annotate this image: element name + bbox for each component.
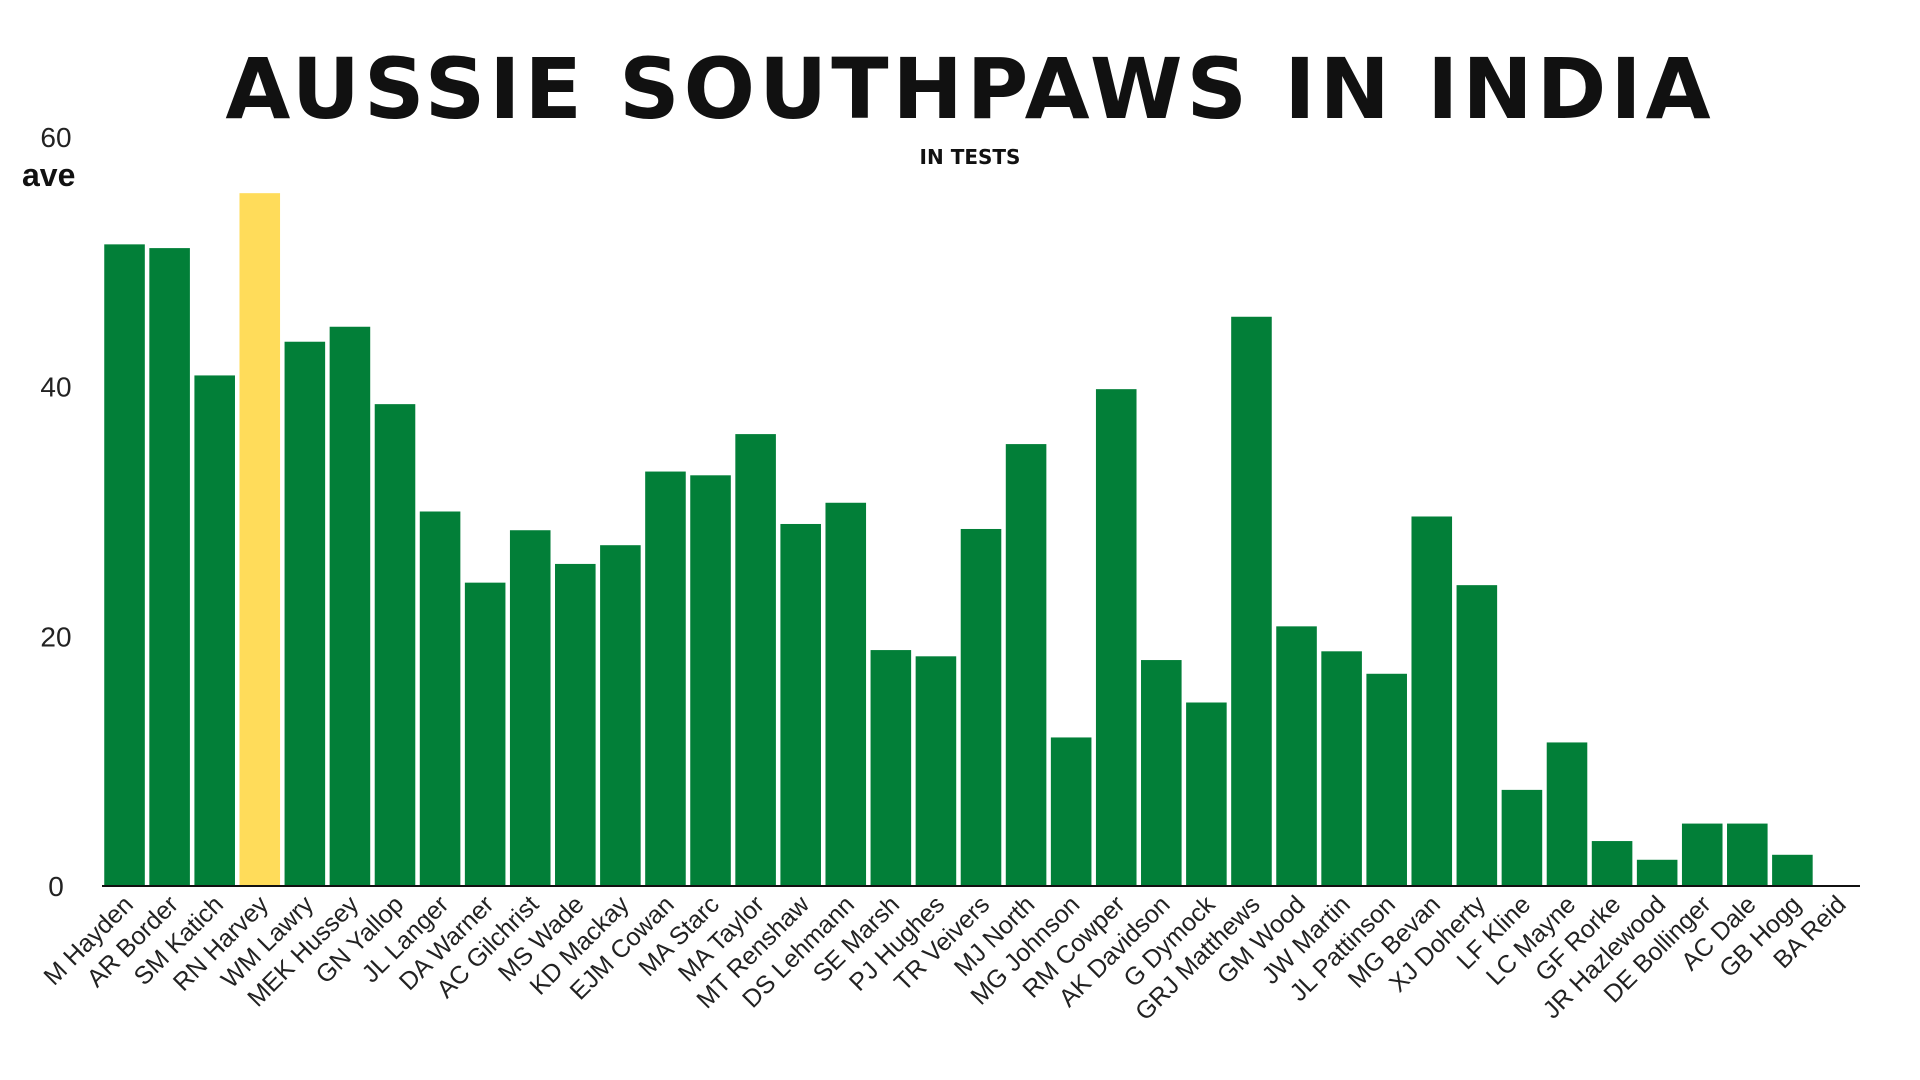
bar: [1321, 651, 1362, 886]
bar: [104, 244, 145, 887]
bar: [1546, 742, 1588, 886]
y-tick-label: 60: [40, 122, 71, 153]
bar: [1636, 859, 1678, 886]
bar: [1591, 841, 1633, 886]
bar: [1231, 316, 1272, 886]
bar: [555, 563, 596, 886]
bar: [1366, 673, 1407, 886]
bar: [645, 471, 686, 886]
bar: [509, 530, 551, 886]
bar: [1141, 660, 1182, 886]
bar: [1772, 854, 1813, 886]
y-axis-ticks: 0 20 40 60: [40, 122, 71, 902]
bar: [1050, 737, 1092, 886]
bar: [284, 341, 326, 887]
bar: [1186, 702, 1227, 886]
bar: [464, 582, 506, 886]
chart-title: AUSSIE SOUTHPAWS IN INDIA: [225, 40, 1714, 138]
bar: [419, 511, 461, 886]
bar: [1681, 823, 1723, 886]
bar: [600, 545, 641, 886]
bar: [149, 248, 190, 887]
bar: [960, 528, 1002, 886]
bar: [915, 656, 957, 886]
bar: [690, 475, 731, 886]
bar: [780, 523, 821, 886]
bar: [239, 193, 281, 887]
bars: [104, 193, 1813, 887]
bar: [1411, 516, 1453, 886]
chart-subtitle: IN TESTS: [920, 145, 1021, 169]
bar: [1005, 444, 1047, 886]
y-tick-label: 40: [40, 372, 71, 403]
bar: [1456, 585, 1498, 886]
y-axis-label: ave: [22, 157, 75, 193]
y-tick-label: 0: [48, 871, 64, 902]
bar: [1276, 626, 1317, 886]
bar: [1501, 789, 1543, 886]
bar: [329, 326, 371, 886]
bar: [374, 404, 416, 886]
bar: [1095, 389, 1137, 886]
bar: [194, 375, 235, 886]
y-tick-label: 20: [40, 621, 71, 652]
bar: [1727, 823, 1768, 886]
bar: [870, 650, 912, 886]
bar: [735, 434, 776, 886]
bar: [825, 502, 867, 886]
